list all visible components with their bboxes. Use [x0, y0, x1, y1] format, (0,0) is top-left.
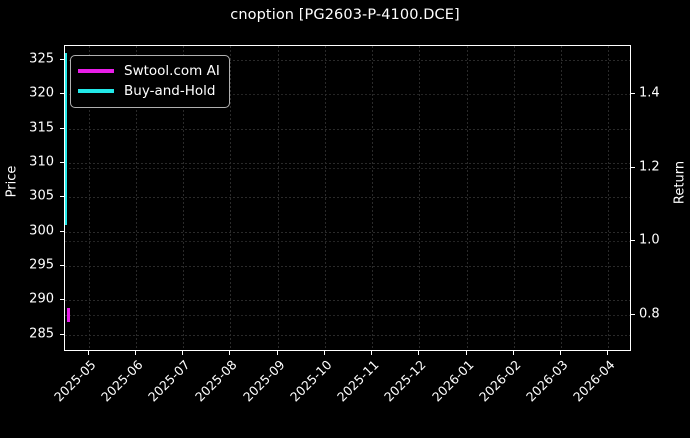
gridline-horizontal — [65, 266, 630, 268]
left-axis-tick — [60, 127, 64, 129]
gridline-vertical — [135, 46, 137, 350]
left-axis-tick-label: 285 — [29, 326, 54, 342]
gridline-vertical — [324, 46, 326, 350]
gridline-vertical — [88, 46, 90, 350]
gridline-horizontal — [65, 59, 630, 61]
left-axis-tick — [60, 58, 64, 60]
left-axis-tick — [60, 333, 64, 335]
gridline-horizontal — [65, 162, 630, 164]
legend-label: Buy-and-Hold — [124, 83, 216, 99]
gridline-vertical — [419, 46, 421, 350]
right-axis-tick-label: 1.2 — [639, 159, 660, 175]
x-axis-tick — [276, 351, 278, 355]
gridline-horizontal — [65, 128, 630, 130]
left-axis-tick — [60, 93, 64, 95]
gridline-horizontal — [65, 334, 630, 336]
right-axis-tick-label: 1.0 — [639, 232, 660, 248]
chart-title: cnoption [PG2603-P-4100.DCE] — [230, 7, 460, 23]
gridline-vertical — [372, 46, 374, 350]
right-axis-tick — [631, 92, 635, 94]
x-axis-tick — [418, 351, 420, 355]
left-axis-tick-label: 295 — [29, 257, 54, 273]
right-axis-tick-label: 1.4 — [639, 85, 660, 101]
series-line-swtool-ai — [67, 307, 70, 323]
gridline-vertical — [230, 46, 232, 350]
right-axis-tick — [631, 166, 635, 168]
left-axis-tick-label: 315 — [29, 120, 54, 136]
gridline-vertical — [277, 46, 279, 350]
gridline-vertical — [183, 46, 185, 350]
left-axis-tick-label: 305 — [29, 188, 54, 204]
y-axis-title-return: Return — [672, 160, 688, 205]
x-axis-tick — [229, 351, 231, 355]
x-axis-tick — [607, 351, 609, 355]
right-axis-tick-label: 0.8 — [639, 306, 660, 322]
right-axis-tick — [631, 314, 635, 316]
x-axis-tick — [182, 351, 184, 355]
legend-label: Swtool.com AI — [124, 63, 220, 79]
gridline-horizontal-right — [65, 241, 630, 243]
left-axis-tick — [60, 265, 64, 267]
left-axis-tick — [60, 230, 64, 232]
right-axis-tick — [631, 240, 635, 242]
left-axis-tick — [60, 161, 64, 163]
x-axis-tick — [465, 351, 467, 355]
left-axis-tick-label: 320 — [29, 85, 54, 101]
x-axis-tick — [323, 351, 325, 355]
gridline-vertical — [466, 46, 468, 350]
legend-color-swatch — [78, 69, 114, 73]
x-axis-tick — [512, 351, 514, 355]
gridline-horizontal — [65, 197, 630, 199]
left-axis-tick-label: 300 — [29, 223, 54, 239]
legend-color-swatch — [78, 89, 114, 93]
left-axis-tick-label: 310 — [29, 154, 54, 170]
gridline-horizontal-right — [65, 167, 630, 169]
gridline-vertical — [608, 46, 610, 350]
x-axis-tick — [87, 351, 89, 355]
gridline-horizontal-right — [65, 315, 630, 317]
plot-area — [64, 45, 631, 351]
y-axis-title-price: Price — [4, 165, 20, 198]
left-axis-tick-label: 325 — [29, 51, 54, 67]
gridline-vertical — [513, 46, 515, 350]
left-axis-tick-label: 290 — [29, 291, 54, 307]
left-axis-tick — [60, 196, 64, 198]
series-line-buy-and-hold — [65, 52, 67, 225]
gridline-vertical — [561, 46, 563, 350]
legend-entry[interactable]: Swtool.com AI — [78, 61, 220, 81]
chart-figure: cnoption [PG2603-P-4100.DCE] Price Retur… — [4, 7, 688, 405]
chart-legend[interactable]: Swtool.com AI Buy-and-Hold — [70, 55, 230, 108]
left-axis-tick — [60, 299, 64, 301]
legend-entry[interactable]: Buy-and-Hold — [78, 81, 220, 101]
x-axis-tick — [560, 351, 562, 355]
x-axis-tick — [134, 351, 136, 355]
gridline-horizontal-right — [65, 93, 630, 95]
x-axis-tick — [371, 351, 373, 355]
gridline-horizontal — [65, 231, 630, 233]
gridline-horizontal — [65, 300, 630, 302]
